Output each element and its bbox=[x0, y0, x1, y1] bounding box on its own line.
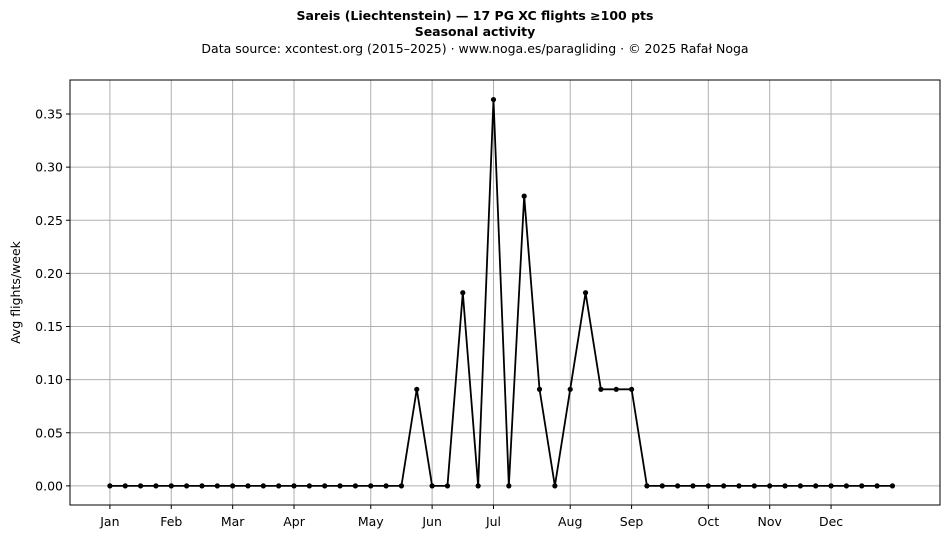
x-tick-label: Feb bbox=[160, 514, 182, 529]
data-point bbox=[245, 483, 251, 489]
x-tick-label: Jun bbox=[421, 514, 442, 529]
data-point bbox=[322, 483, 328, 489]
data-point bbox=[306, 483, 312, 489]
series-line-group bbox=[107, 96, 896, 489]
data-point bbox=[675, 483, 681, 489]
data-point bbox=[767, 483, 773, 489]
data-point bbox=[552, 483, 558, 489]
data-point bbox=[536, 386, 543, 392]
data-point bbox=[137, 483, 144, 489]
data-point bbox=[613, 386, 619, 392]
data-point bbox=[521, 193, 527, 199]
chart-title: Sareis (Liechtenstein) — 17 PG XC flight… bbox=[296, 8, 654, 23]
data-point bbox=[843, 483, 850, 489]
data-point bbox=[153, 483, 159, 489]
data-point bbox=[291, 483, 297, 489]
y-tick-label: 0.20 bbox=[35, 266, 63, 281]
data-point bbox=[214, 483, 220, 489]
x-tick-label: Jan bbox=[99, 514, 119, 529]
x-tick-label: Aug bbox=[558, 514, 582, 529]
data-point bbox=[874, 483, 880, 489]
data-point bbox=[444, 483, 451, 489]
data-point bbox=[705, 483, 711, 489]
data-point bbox=[398, 483, 405, 489]
data-point bbox=[122, 483, 128, 489]
series-line bbox=[109, 98, 893, 487]
y-tick-label: 0.30 bbox=[35, 160, 63, 175]
x-tick-label: Apr bbox=[283, 514, 305, 529]
data-point bbox=[690, 483, 696, 489]
grid-lines bbox=[70, 80, 940, 505]
data-point bbox=[582, 290, 589, 296]
y-tick-label: 0.35 bbox=[35, 107, 63, 122]
x-tick-label: Sep bbox=[620, 514, 644, 529]
y-tick-label: 0.10 bbox=[35, 372, 63, 387]
data-point bbox=[414, 386, 420, 392]
data-point bbox=[721, 483, 727, 489]
data-point bbox=[260, 483, 266, 489]
data-point bbox=[828, 483, 834, 489]
data-point bbox=[184, 483, 190, 489]
data-point bbox=[168, 483, 174, 489]
data-point bbox=[751, 483, 757, 489]
data-point bbox=[506, 483, 512, 489]
y-tick-label: 0.00 bbox=[35, 478, 63, 493]
data-point bbox=[889, 483, 896, 489]
x-tick-label: Dec bbox=[819, 514, 843, 529]
y-tick-label: 0.25 bbox=[35, 213, 63, 228]
chart-subtitle: Seasonal activity bbox=[414, 24, 536, 39]
data-point bbox=[567, 386, 573, 392]
x-axis: Jan Feb Mar Apr May Jun Jul Aug Sep Oct Nov Dec bbox=[99, 505, 843, 529]
data-point bbox=[736, 483, 742, 489]
x-tick-label: May bbox=[358, 514, 384, 529]
data-point bbox=[429, 483, 435, 489]
x-tick-label: Oct bbox=[697, 514, 719, 529]
data-point bbox=[659, 483, 665, 489]
data-point bbox=[475, 483, 481, 489]
data-point bbox=[460, 290, 466, 296]
data-point bbox=[276, 483, 282, 489]
y-axis-label: Avg flights/week bbox=[8, 240, 23, 344]
data-point bbox=[352, 483, 358, 489]
y-tick-label: 0.05 bbox=[35, 425, 63, 440]
data-point bbox=[797, 483, 803, 489]
data-point bbox=[813, 483, 819, 489]
data-point bbox=[230, 483, 236, 489]
plot-frame bbox=[69, 79, 941, 506]
data-point bbox=[628, 386, 635, 392]
data-point bbox=[383, 483, 389, 489]
data-point bbox=[199, 483, 205, 489]
data-point bbox=[337, 483, 343, 489]
data-point bbox=[490, 96, 497, 103]
data-point bbox=[598, 386, 604, 392]
x-tick-label: Jul bbox=[485, 514, 501, 529]
data-point bbox=[107, 483, 113, 489]
chart-source-note: Data source: xcontest.org (2015–2025) · … bbox=[201, 41, 749, 56]
data-point bbox=[644, 483, 650, 489]
data-point bbox=[368, 483, 374, 489]
chart-titles: Sareis (Liechtenstein) — 17 PG XC flight… bbox=[0, 8, 950, 58]
x-tick-label: Mar bbox=[221, 514, 245, 529]
data-point bbox=[782, 483, 788, 489]
y-axis: 0.00 0.05 0.10 0.15 0.20 0.25 0.30 0.35 bbox=[35, 107, 70, 493]
data-point bbox=[859, 483, 865, 489]
x-tick-label: Nov bbox=[757, 514, 782, 529]
y-tick-label: 0.15 bbox=[35, 319, 63, 334]
